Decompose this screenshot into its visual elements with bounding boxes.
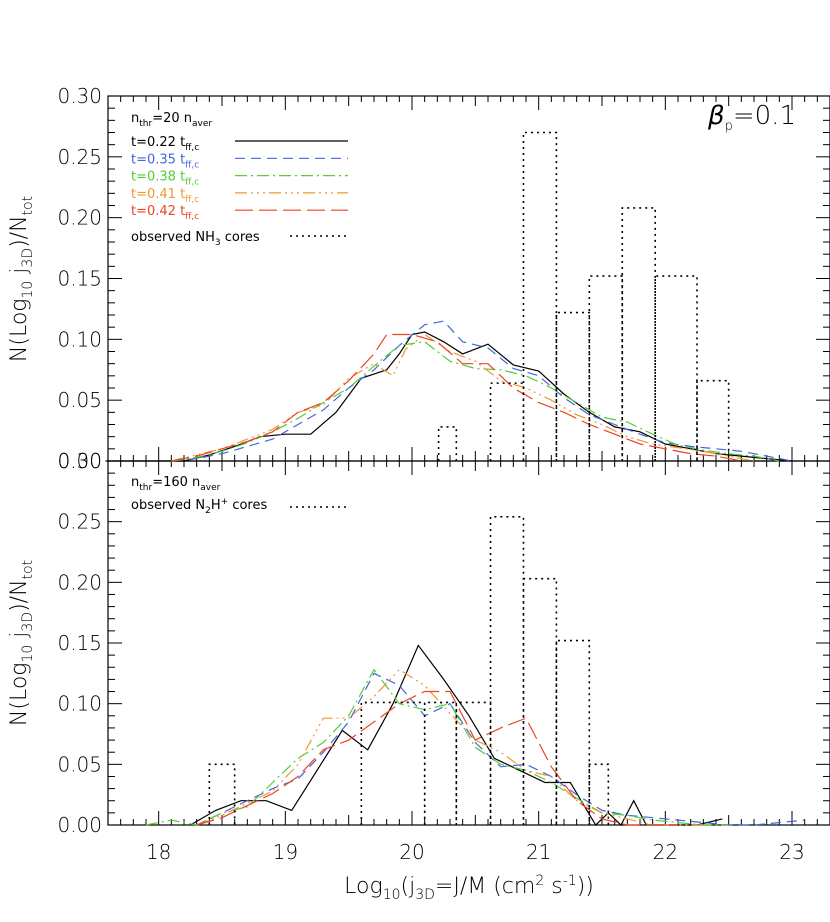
x-tick-label: 22 — [653, 840, 678, 864]
beta-annotation: βp=0.1 — [707, 101, 796, 134]
x-tick-label: 20 — [399, 840, 424, 864]
series-line-bottom-4 — [196, 690, 678, 826]
bottom-legend-header: nthr=160 naver — [131, 475, 221, 493]
x-tick-label: 19 — [273, 840, 298, 864]
x-tick-label: 21 — [526, 840, 551, 864]
series-line-top-3 — [171, 333, 755, 462]
x-tick-label: 18 — [146, 840, 171, 864]
series-line-top-2 — [171, 341, 780, 462]
y-tick-label: 0.25 — [57, 145, 102, 169]
series-line-bottom-1 — [196, 672, 805, 826]
axis-ticks — [107, 95, 830, 826]
y-tick-label: 0.25 — [57, 510, 102, 534]
y-tick-label: 0.15 — [57, 631, 102, 655]
x-tick-label: 23 — [779, 840, 804, 864]
y-axis-title-bottom: N(Log10 j3D)/Ntot — [7, 560, 36, 726]
legend-observed-nh3: observed NH3 cores — [131, 230, 260, 248]
top-legend: nthr=20 naver t=0.22 tff,ct=0.35 tff,ct=… — [131, 101, 796, 248]
series-line-bottom-5 — [208, 516, 610, 825]
y-axis-title-top: N(Log10 j3D)/Ntot — [7, 196, 36, 362]
top-panel-series — [105, 131, 793, 462]
legend-entry-label: t=0.38 tff,c — [131, 170, 199, 188]
top-panel-frame — [107, 95, 830, 462]
series-line-top-4 — [171, 333, 742, 462]
legend-entry-label: t=0.22 tff,c — [131, 135, 199, 153]
y-tick-label: 0.00 — [57, 813, 102, 837]
bottom-panel-frame — [107, 460, 830, 826]
legend-observed-n2h: observed N2H+ cores — [131, 497, 267, 516]
y-tick-label: 0.10 — [57, 692, 102, 716]
legend-entry-label: t=0.42 tff,c — [131, 204, 199, 222]
legend-entry-label: t=0.35 tff,c — [131, 152, 199, 170]
legend-entries: t=0.22 tff,ct=0.35 tff,ct=0.38 tff,ct=0.… — [131, 135, 348, 222]
y-tick-label: 0.30 — [57, 84, 102, 108]
series-line-bottom-2 — [145, 668, 729, 826]
top-legend-header: nthr=20 naver — [131, 111, 212, 129]
bottom-legend: nthr=160 naver observed N2H+ cores — [131, 475, 350, 516]
y-tick-label: 0.30 — [57, 449, 102, 473]
y-tick-label: 0.10 — [57, 327, 102, 351]
series-line-top-5 — [437, 131, 730, 461]
series-line-top-0 — [105, 331, 793, 462]
y-tick-label: 0.20 — [57, 570, 102, 594]
y-tick-label: 0.05 — [57, 752, 102, 776]
series-line-bottom-3 — [196, 668, 704, 826]
y-tick-label: 0.00 — [57, 449, 102, 473]
y-tick-label: 0.20 — [57, 206, 102, 230]
series-line-top-1 — [171, 320, 793, 462]
y-tick-label: 0.05 — [57, 388, 102, 412]
legend-entry-label: t=0.41 tff,c — [131, 187, 199, 205]
tick-labels: 0.000.050.100.150.200.250.300.000.050.10… — [57, 84, 804, 864]
y-tick-label: 0.15 — [57, 267, 102, 291]
x-axis-title: Log10(j3D=J/M (cm2 s-1)) — [344, 873, 594, 903]
bottom-panel-series — [145, 516, 805, 826]
series-line-bottom-0 — [190, 644, 723, 826]
